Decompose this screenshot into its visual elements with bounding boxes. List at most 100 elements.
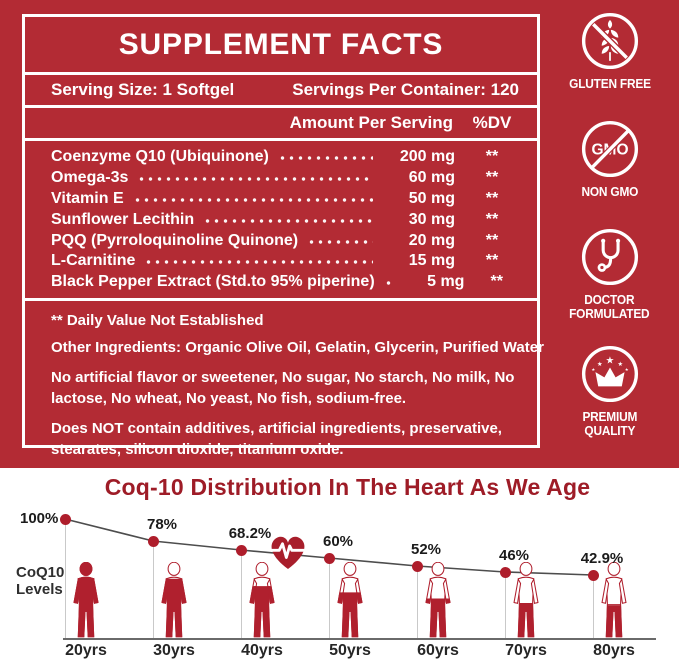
data-point-label: 68.2% <box>228 525 272 542</box>
badge-label: PREMIUM QUALITY <box>582 410 637 438</box>
dotted-leader <box>383 278 392 289</box>
person-figure <box>249 561 275 638</box>
person-figure <box>601 561 627 638</box>
servings-per-container: Servings Per Container: 120 <box>292 80 519 99</box>
badge-label: DOCTOR FORMULATED <box>569 293 650 321</box>
data-point-dot <box>499 566 511 578</box>
data-point-label: 42.9% <box>580 550 624 567</box>
coq10-level-figure <box>593 561 635 638</box>
age-axis-label: 60yrs <box>417 642 459 659</box>
ingredient-dv: ** <box>485 148 499 166</box>
chart-guide-line <box>504 572 506 638</box>
badge-doctor-formulated: DOCTOR FORMULATED <box>540 226 679 321</box>
svg-text:★: ★ <box>624 367 628 373</box>
svg-text:★: ★ <box>617 361 623 368</box>
ingredient-amount: 200 mg <box>399 148 455 166</box>
ingredient-name: Coenzyme Q10 (Ubiquinone) <box>51 148 269 166</box>
data-point-label: 78% <box>146 516 178 533</box>
ingredient-amount: 20 mg <box>408 231 455 249</box>
dv-header: %DV <box>472 113 512 132</box>
dotted-leader <box>307 236 373 247</box>
age-axis-label: 50yrs <box>329 642 371 659</box>
heart-ecg-icon <box>266 532 310 577</box>
dotted-leader <box>137 174 373 185</box>
ingredient-name: Vitamin E <box>51 189 124 207</box>
ingredient-dv: ** <box>490 273 503 291</box>
additives-note: Does NOT contain additives, artificial i… <box>51 419 502 458</box>
person-figure <box>513 561 539 638</box>
wheat-crossed-icon <box>581 12 638 70</box>
ingredient-name: Black Pepper Extract (Std.to 95% piperin… <box>51 273 375 291</box>
badge-column: GLUTEN FREE GMO NON GMO <box>540 0 679 468</box>
ingredient-dv: ** <box>485 252 499 270</box>
ingredient-row: L-Carnitine 15 mg ** <box>51 251 529 272</box>
ingredient-amount: 5 mg <box>427 273 465 291</box>
ingredient-row: Black Pepper Extract (Std.to 95% piperin… <box>51 272 529 293</box>
coq10-age-chart: Coq-10 Distribution In The Heart As We A… <box>0 468 679 660</box>
serving-size: Serving Size: 1 Softgel <box>51 80 235 99</box>
ingredient-dv: ** <box>485 169 499 187</box>
ingredient-row: PQQ (Pyrroloquinoline Quinone) 20 mg ** <box>51 230 529 251</box>
ingredient-dv: ** <box>485 189 499 207</box>
stethoscope-icon <box>581 228 638 286</box>
data-point-dot <box>235 544 247 556</box>
amount-per-serving-header: Amount Per Serving <box>289 113 453 132</box>
svg-text:★: ★ <box>591 367 595 373</box>
ingredient-dv: ** <box>485 231 499 249</box>
other-ingredients-note: Other Ingredients: Organic Olive Oil, Ge… <box>51 337 544 358</box>
data-point-dot <box>59 513 71 525</box>
ingredient-name: Omega-3s <box>51 169 129 187</box>
age-axis-label: 40yrs <box>241 642 283 659</box>
data-point-dot <box>147 535 159 547</box>
age-axis-label: 80yrs <box>593 642 635 659</box>
data-point-dot <box>411 560 423 572</box>
other-ingredients-label: Other Ingredients <box>51 338 177 356</box>
data-point-label: 100% <box>20 510 59 527</box>
data-point-label: 60% <box>322 533 354 550</box>
footnotes-section: ** Daily Value Not Established Other Ing… <box>25 297 544 460</box>
ingredient-name: L-Carnitine <box>51 252 136 270</box>
person-figure <box>161 561 187 638</box>
ingredient-amount: 50 mg <box>408 189 455 207</box>
ingredient-amount: 60 mg <box>408 169 455 187</box>
other-ingredients-text: : Organic Olive Oil, Gelatin, Glycerin, … <box>176 338 544 356</box>
person-figure <box>73 561 99 638</box>
chart-title: Coq-10 Distribution In The Heart As We A… <box>104 474 591 500</box>
chart-canvas: Coq-10 Distribution In The Heart As We A… <box>0 468 679 660</box>
chart-guide-line <box>64 519 66 638</box>
age-axis-label: 30yrs <box>153 642 195 659</box>
chart-guide-line <box>592 575 594 638</box>
badge-non-gmo: GMO NON GMO <box>540 118 679 199</box>
daily-value-note: ** Daily Value Not Established <box>51 311 264 329</box>
dotted-leader <box>277 153 373 164</box>
chart-guide-line <box>328 558 330 638</box>
label-background: SUPPLEMENT FACTS Serving Size: 1 Softgel… <box>0 0 679 468</box>
supplement-facts-panel: SUPPLEMENT FACTS Serving Size: 1 Softgel… <box>22 14 544 458</box>
ingredient-row: Vitamin E 50 mg ** <box>51 189 529 210</box>
ingredient-row: Sunflower Lecithin 30 mg ** <box>51 209 529 230</box>
coq10-level-figure <box>65 561 107 638</box>
age-axis-label: 20yrs <box>65 642 107 659</box>
column-header-row: Amount Per Serving %DV <box>25 108 537 141</box>
chart-guide-line <box>240 550 242 638</box>
coq10-level-figure <box>505 561 547 638</box>
data-point-label: 52% <box>410 541 442 558</box>
ingredient-amount: 30 mg <box>408 210 455 228</box>
age-axis-label: 70yrs <box>505 642 547 659</box>
ingredient-list: Coenzyme Q10 (Ubiquinone) 200 mg ** Omega-3… <box>25 141 537 298</box>
allergen-note: No artificial flavor or sweetener, No su… <box>51 368 515 407</box>
dotted-leader <box>132 194 373 205</box>
ingredient-row: Omega-3s 60 mg ** <box>51 168 529 189</box>
chart-guide-line <box>416 566 418 638</box>
svg-text:★: ★ <box>605 355 614 366</box>
gmo-crossed-icon: GMO <box>581 120 638 178</box>
panel-title: SUPPLEMENT FACTS <box>25 17 537 75</box>
ingredient-amount: 15 mg <box>408 252 455 270</box>
coq10-level-figure <box>153 561 195 638</box>
chart-y-axis-label: CoQ10 Levels <box>16 564 65 599</box>
crown-stars-icon: ★ ★ ★ ★ ★ <box>581 345 638 403</box>
badge-label: NON GMO <box>581 185 638 199</box>
ingredient-dv: ** <box>485 210 499 228</box>
person-figure <box>337 561 363 638</box>
